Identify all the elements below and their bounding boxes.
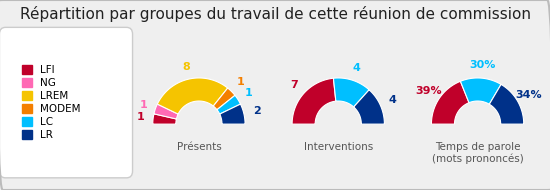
Text: 4: 4 xyxy=(353,63,360,73)
Polygon shape xyxy=(217,95,240,114)
Polygon shape xyxy=(460,78,501,104)
Polygon shape xyxy=(333,78,369,107)
Text: 1: 1 xyxy=(136,112,144,123)
Text: 7: 7 xyxy=(290,80,298,90)
Legend: LFI, NG, LREM, MODEM, LC, LR: LFI, NG, LREM, MODEM, LC, LR xyxy=(20,63,82,142)
Polygon shape xyxy=(292,78,336,124)
Text: Temps de parole
(mots prononcés): Temps de parole (mots prononcés) xyxy=(432,142,524,164)
Text: 8: 8 xyxy=(182,62,190,71)
FancyBboxPatch shape xyxy=(0,27,133,178)
Text: Répartition par groupes du travail de cette réunion de commission: Répartition par groupes du travail de ce… xyxy=(19,6,531,22)
Polygon shape xyxy=(157,78,228,114)
Polygon shape xyxy=(219,104,245,124)
Text: 34%: 34% xyxy=(515,90,542,100)
Polygon shape xyxy=(153,114,177,124)
Text: Présents: Présents xyxy=(177,142,221,152)
Polygon shape xyxy=(213,88,235,110)
Text: 1: 1 xyxy=(245,88,253,98)
Text: 1: 1 xyxy=(237,77,245,87)
Polygon shape xyxy=(154,104,178,119)
Text: 30%: 30% xyxy=(469,60,495,70)
Text: 39%: 39% xyxy=(415,86,442,96)
Text: 1: 1 xyxy=(139,100,147,110)
Polygon shape xyxy=(431,81,469,124)
Text: 4: 4 xyxy=(388,95,396,105)
Polygon shape xyxy=(354,90,384,124)
Polygon shape xyxy=(490,84,524,124)
Text: Interventions: Interventions xyxy=(304,142,373,152)
Text: 2: 2 xyxy=(252,106,260,116)
